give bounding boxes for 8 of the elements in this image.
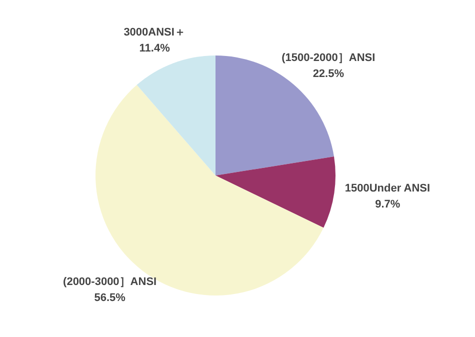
data-label: 11.4%	[139, 42, 170, 55]
data-label: 9.7%	[375, 198, 400, 210]
slice-label: 3000ANSI＋	[124, 26, 186, 39]
slice-label: 1500Under ANSI	[344, 182, 430, 194]
slice-label: (1500-2000］ANSI	[282, 52, 376, 64]
slice-label: (2000-3000］ANSI	[63, 276, 157, 288]
data-label: 22.5%	[312, 68, 344, 80]
data-label: 56.5%	[94, 292, 126, 304]
